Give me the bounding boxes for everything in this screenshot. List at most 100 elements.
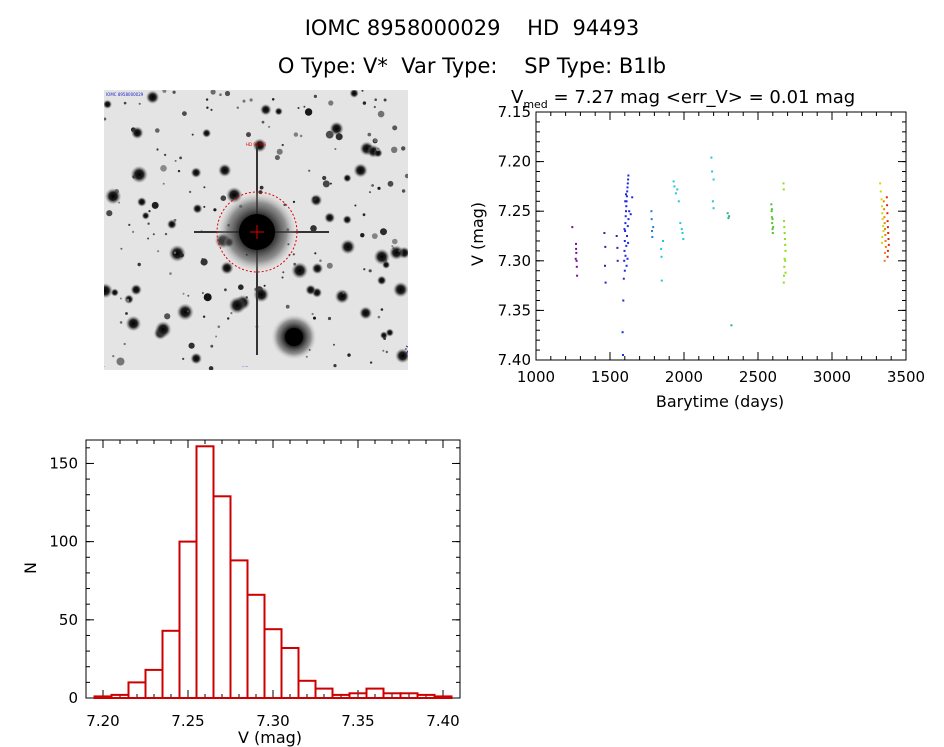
sky-star [215,335,218,338]
sky-star [373,105,376,109]
lc-point-green [771,218,774,221]
sky-star [172,90,176,94]
lc-point-lime [782,188,785,191]
sky-star [138,102,141,105]
sky-star [128,223,131,226]
sky-star [303,105,306,108]
sky-star [371,233,378,240]
lc-point-cyan [712,178,715,181]
lc-point-indigo [603,232,606,234]
sky-star [136,197,147,207]
lc-point-blue [628,210,631,213]
hist-y-tick-label: 50 [59,611,78,629]
sky-star [148,210,151,213]
sky-star [322,175,327,181]
sky-star [210,90,216,95]
hist-y-label: N [21,562,40,574]
sky-star [236,106,239,109]
lc-point-skyblue [651,230,653,232]
hist-bar [314,687,334,700]
lc-x-tick-label: 2000 [665,368,703,386]
lc-point-purple [575,259,578,262]
sky-star [182,292,185,295]
lc-point-red [886,220,889,223]
lc-point-indigo [615,235,618,237]
sky-star [404,173,408,179]
lc-point-blue [625,200,628,203]
lc-point-lime [783,238,786,240]
lc-point-lime [783,257,786,260]
lc-point-yellow [880,198,883,201]
sky-star [220,195,227,201]
sky-image: IOMC 8958000029 HD 94493 ····· · [104,90,408,370]
lc-point-blue [623,259,626,262]
sky-star [124,294,134,304]
hist-y-tick-label: 150 [49,454,78,472]
sky-star [188,190,192,194]
stamp-label-bottom-left: · [104,364,105,369]
lc-point-yellow [879,182,882,185]
lc-point-red [887,232,890,234]
sky-star [353,163,368,178]
lc-point-cyan [710,156,713,159]
lc-point-lime [784,259,787,262]
lc-plot-frame [535,111,907,361]
lc-data-points [571,156,890,356]
sky-star [293,132,299,137]
lc-x-tick-label: 2500 [739,368,777,386]
lc-point-lime [783,274,785,277]
lc-point-cyan [711,200,714,203]
lc-point-cyan [677,200,680,203]
sky-star [228,296,246,314]
lc-point-blue [625,193,627,196]
lc-point-orange [884,240,887,242]
sky-star [164,313,171,320]
lc-point-cyan [679,222,682,225]
sky-star [116,357,125,366]
title-rest: = 7.27 mag <err_V> = 0.01 mag [548,87,855,108]
sky-star [173,251,177,254]
sky-star [156,148,159,151]
lc-point-red [886,226,889,229]
lc-point-teal [730,324,733,327]
sky-star [203,293,212,302]
title-subscript: med [523,98,547,111]
lc-x-tick-label: 3000 [813,368,851,386]
sky-star [334,289,350,304]
sky-star [191,133,194,136]
sky-star [224,288,227,292]
lc-point-cyan [660,255,663,258]
lc-point-blue [622,354,624,356]
sky-star [206,106,209,109]
sky-star [163,153,167,157]
lc-point-purple [575,242,577,245]
sky-star [190,352,203,365]
sky-star [361,90,364,92]
hist-bar [280,647,300,699]
sky-star [179,156,182,160]
sky-star [322,180,330,188]
sky-star [292,253,295,256]
sky-star [219,93,222,96]
hist-bar [195,445,215,699]
sky-star [360,233,365,238]
stamp-label-target: HD 94493 [246,142,267,147]
lc-point-green [771,232,774,234]
sky-star [123,101,127,105]
sky-star [119,321,123,324]
sky-star [328,100,334,106]
sky-star [319,259,322,262]
hist-bar [178,540,198,699]
sky-star [349,90,359,98]
lc-point-red [885,196,888,199]
sky-star [186,310,189,313]
lc-y-tick-label: 7.25 [498,202,531,220]
sky-star [201,292,204,294]
lc-point-blue [626,257,629,260]
lc-x-label: Barytime (days) [656,392,784,411]
sky-star [218,163,232,177]
sky-star [310,225,317,232]
light-curve-chart: Vmed = 7.27 mag <err_V> = 0.01 mag 1000 1… [468,87,925,411]
sky-star [329,182,332,185]
sky-star [268,125,271,128]
